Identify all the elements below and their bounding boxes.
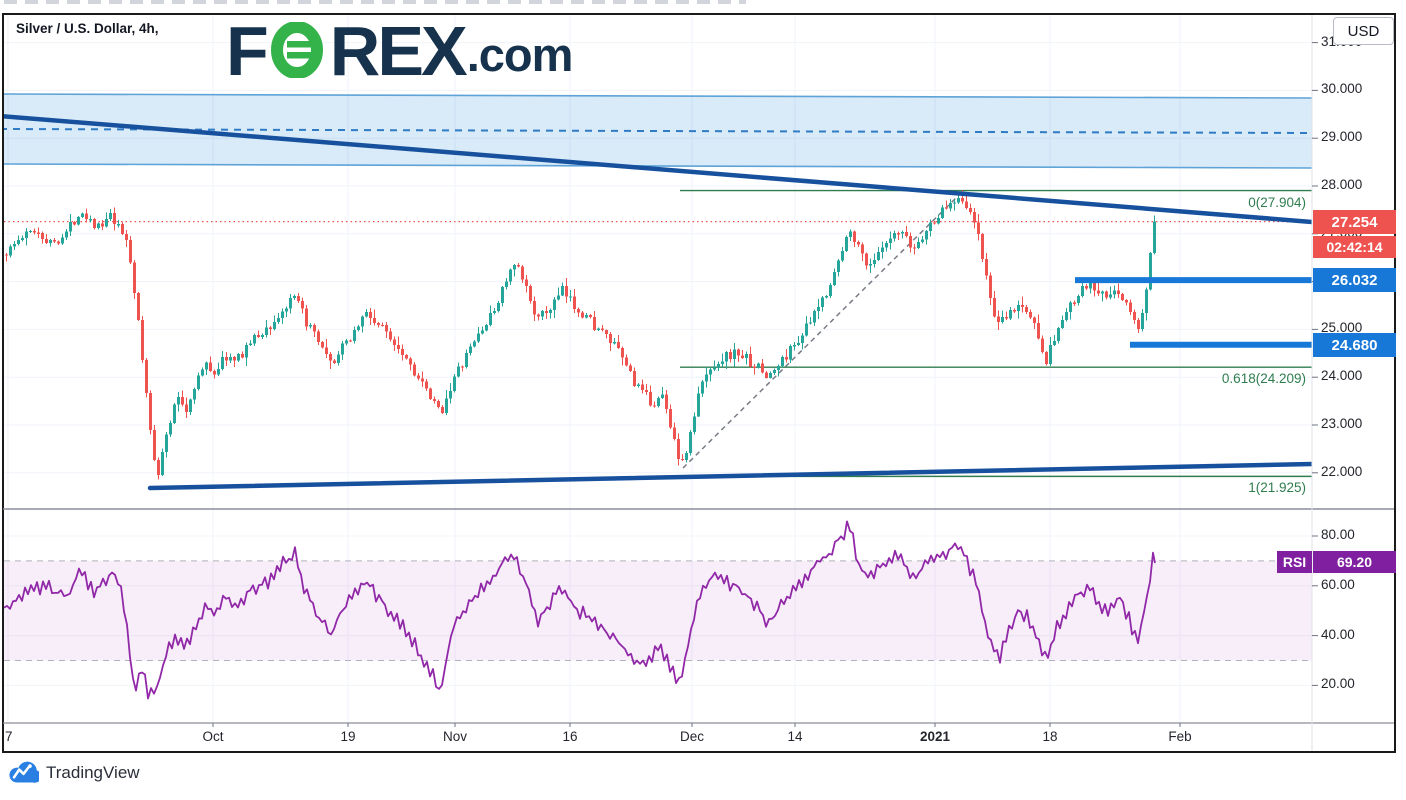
cropped-text-strip (4, 0, 746, 4)
currency-badge: USD (1333, 17, 1394, 45)
tradingview-icon (9, 761, 39, 783)
forex-logo-zero-icon (270, 22, 323, 78)
bar-countdown-badge: 02:42:14 (1313, 236, 1396, 258)
forex-logo-dotcom: .com (466, 28, 574, 81)
last-price-badge: 27.254 (1313, 210, 1396, 234)
symbol-title: Silver / U.S. Dollar, 4h, (16, 21, 159, 36)
tradingview-attribution[interactable]: TradingView (8, 760, 140, 786)
rsi-indicator-badge: RSI (1277, 551, 1312, 573)
forex-com-logo: F REX .com (226, 12, 574, 90)
time-axis[interactable] (4, 723, 1312, 751)
support-level-badge: 24.680 (1313, 333, 1396, 357)
tradingview-label: TradingView (46, 763, 140, 782)
rsi-value-badge: 69.20 (1313, 551, 1396, 573)
resistance-level-badge: 26.032 (1313, 268, 1396, 292)
forex-logo-rex: REX (329, 12, 468, 90)
forex-logo-f: F (226, 12, 269, 90)
price-axis[interactable] (1312, 15, 1396, 723)
